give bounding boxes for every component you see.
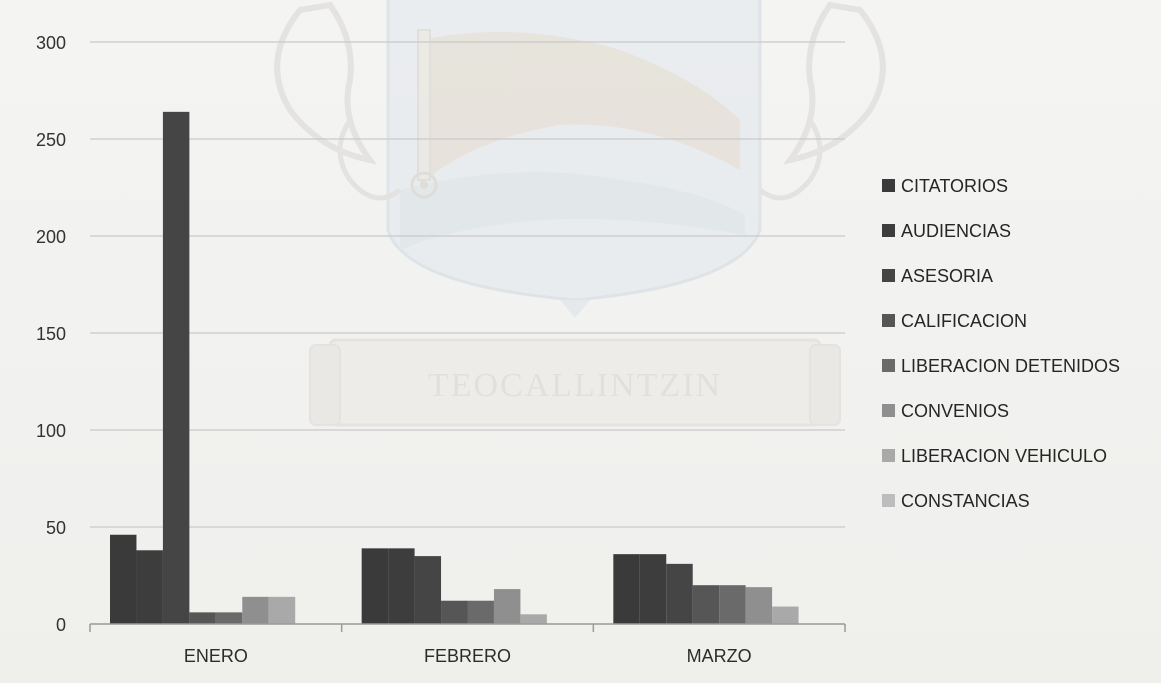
legend: CITATORIOS AUDIENCIAS ASESORIA CALIFICACION… <box>882 176 1120 511</box>
x-axis: ENERO FEBRERO MARZO <box>89 623 846 666</box>
y-tick-label: 250 <box>36 130 66 150</box>
bar-convenios-marzo <box>745 587 773 624</box>
legend-label: ASESORIA <box>901 266 993 286</box>
gridlines <box>90 41 845 528</box>
bar-audiencias-marzo <box>639 554 667 624</box>
bar-liberacion-detenidos-marzo <box>719 585 746 624</box>
x-tick-label: FEBRERO <box>424 646 511 666</box>
y-tick-label: 100 <box>36 421 66 441</box>
bar-asesoria-enero <box>162 111 190 625</box>
legend-swatch <box>882 314 895 327</box>
legend-swatch <box>882 269 895 282</box>
y-tick-label: 150 <box>36 324 66 344</box>
legend-swatch <box>882 224 895 237</box>
bars <box>110 111 799 625</box>
bar-liberacion-vehiculo-enero <box>268 596 296 624</box>
legend-label: AUDIENCIAS <box>901 221 1011 241</box>
legend-swatch <box>882 359 895 372</box>
y-tick-label: 0 <box>56 615 66 635</box>
watermark-seal: TEOCALLINTZIN <box>274 0 886 427</box>
legend-label: LIBERACION DETENIDOS <box>901 356 1120 376</box>
legend-swatch <box>882 404 895 417</box>
bar-liberacion-vehiculo-marzo <box>772 606 799 624</box>
legend-label: LIBERACION VEHICULO <box>901 446 1107 466</box>
bar-calificacion-febrero <box>441 600 468 624</box>
watermark-banner-text: TEOCALLINTZIN <box>428 367 722 404</box>
bar-liberacion-detenidos-enero <box>215 612 243 624</box>
x-tick-label: MARZO <box>687 646 752 666</box>
bar-convenios-febrero <box>493 589 521 624</box>
bar-audiencias-febrero <box>388 548 415 624</box>
bar-calificacion-marzo <box>692 585 720 624</box>
bar-liberacion-vehiculo-febrero <box>520 614 547 624</box>
legend-label: CONVENIOS <box>901 401 1009 421</box>
bar-citatorios-febrero <box>361 548 389 624</box>
legend-swatch <box>882 449 895 462</box>
x-tick-label: ENERO <box>184 646 248 666</box>
bar-liberacion-detenidos-febrero <box>467 600 494 624</box>
legend-label: CITATORIOS <box>901 176 1008 196</box>
bar-asesoria-marzo <box>666 563 693 624</box>
legend-label: CALIFICACION <box>901 311 1027 331</box>
bar-convenios-enero <box>242 596 269 624</box>
bar-citatorios-marzo <box>613 554 640 624</box>
y-axis-ticks: 0 50 100 150 200 250 300 <box>36 33 66 635</box>
y-tick-label: 200 <box>36 227 66 247</box>
bar-asesoria-febrero <box>414 556 442 624</box>
bar-citatorios-enero <box>110 534 137 624</box>
legend-swatch <box>882 494 895 507</box>
legend-label: CONSTANCIAS <box>901 491 1030 511</box>
bar-audiencias-enero <box>136 550 163 624</box>
y-tick-label: 300 <box>36 33 66 53</box>
y-tick-label: 50 <box>46 518 66 538</box>
legend-swatch <box>882 179 895 192</box>
bar-calificacion-enero <box>189 612 216 624</box>
